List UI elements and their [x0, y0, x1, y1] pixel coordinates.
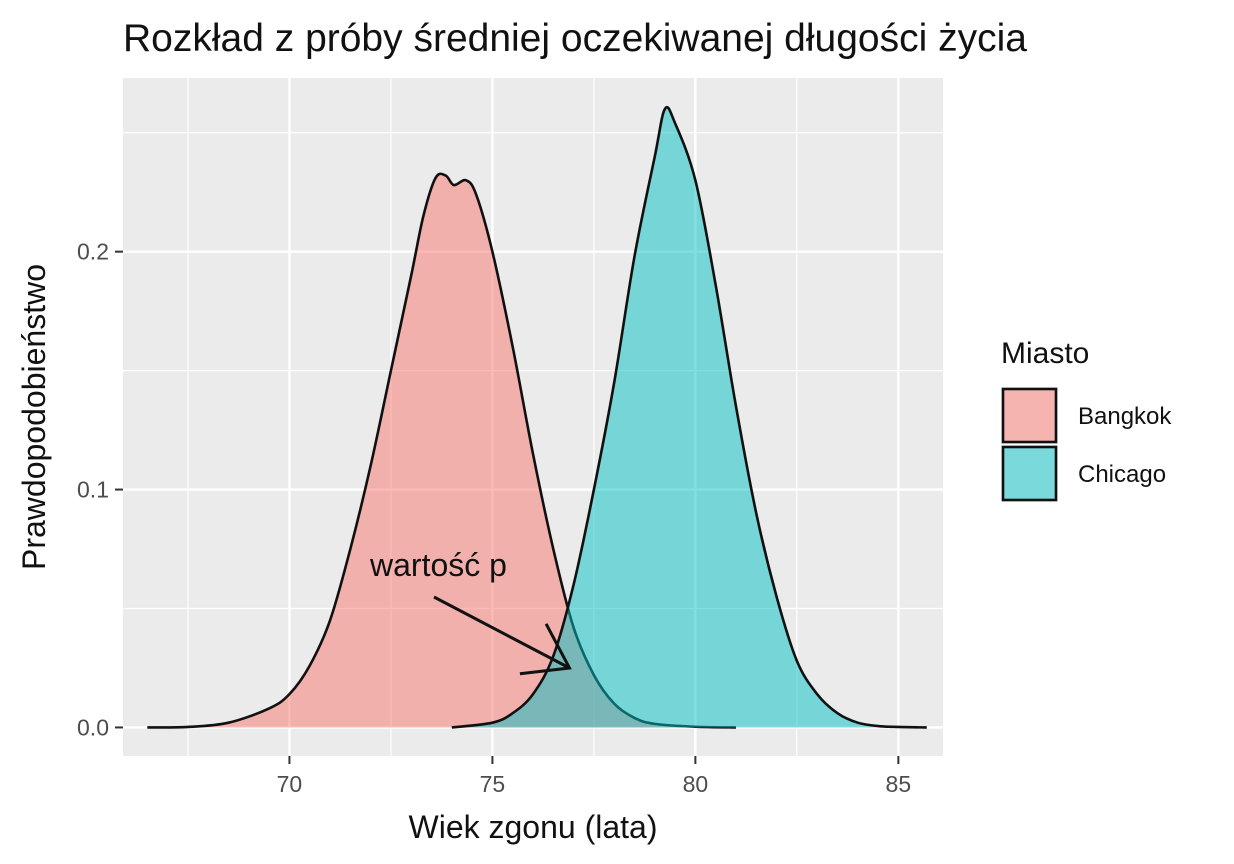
- x-axis-title: Wiek zgonu (lata): [409, 809, 658, 845]
- y-tick-label: 0.0: [77, 714, 109, 740]
- legend-label-chicago: Chicago: [1078, 461, 1166, 488]
- y-tick-label: 0.1: [77, 477, 109, 503]
- legend-swatch-bangkok: [1001, 387, 1058, 444]
- chart-title: Rozkład z próby średniej oczekiwanej dłu…: [123, 17, 1027, 60]
- p-value-arrow: [433, 595, 572, 676]
- x-tick-label: 85: [886, 771, 912, 797]
- y-axis: 0.0 0.1 0.2: [77, 239, 123, 740]
- density-area-chicago: [451, 107, 927, 728]
- legend-label-bangkok: Bangkok: [1078, 403, 1172, 430]
- density-area-bangkok: [147, 173, 736, 728]
- y-axis-title: Prawdopodobieństwo: [16, 264, 52, 570]
- legend: Miasto Bangkok Chicago: [1001, 337, 1172, 502]
- p-value-annotation-label: wartość p: [369, 547, 507, 583]
- x-tick-label: 80: [683, 771, 709, 797]
- legend-title: Miasto: [1001, 337, 1089, 370]
- x-tick-label: 70: [277, 771, 303, 797]
- x-axis: 70 75 80 85: [277, 756, 912, 797]
- x-tick-label: 75: [480, 771, 506, 797]
- y-tick-label: 0.2: [77, 239, 109, 265]
- legend-swatch-chicago: [1001, 445, 1058, 502]
- annotation-layer: wartość p: [369, 547, 572, 676]
